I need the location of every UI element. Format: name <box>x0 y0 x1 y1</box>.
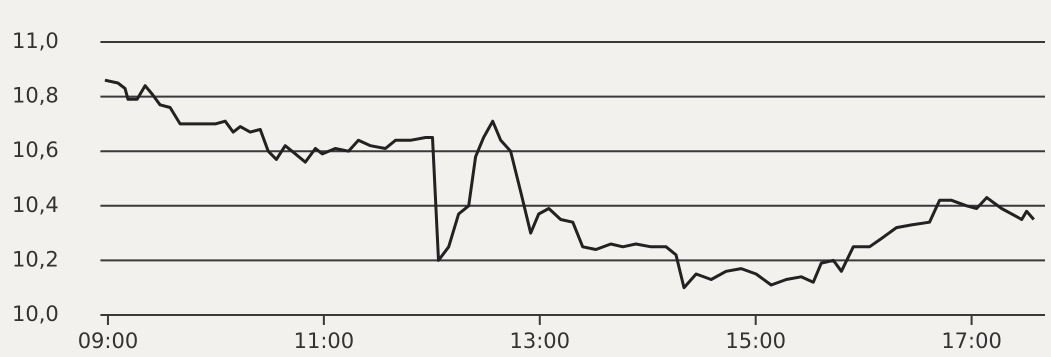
x-tick-label: 11:00 <box>294 329 355 353</box>
price-line <box>104 78 1035 290</box>
y-tick-label: 10,4 <box>12 193 59 217</box>
x-tick-label: 15:00 <box>725 329 786 353</box>
y-tick-label: 11,0 <box>12 29 59 53</box>
y-tick-label: 10,6 <box>12 138 59 162</box>
y-tick-label: 10,2 <box>12 247 59 271</box>
x-tick-label: 13:00 <box>510 329 571 353</box>
x-tick-label: 09:00 <box>78 329 139 353</box>
x-tick-label: 17:00 <box>941 329 1002 353</box>
y-tick-label: 10,8 <box>12 84 59 108</box>
y-tick-label: 10,0 <box>12 302 59 326</box>
